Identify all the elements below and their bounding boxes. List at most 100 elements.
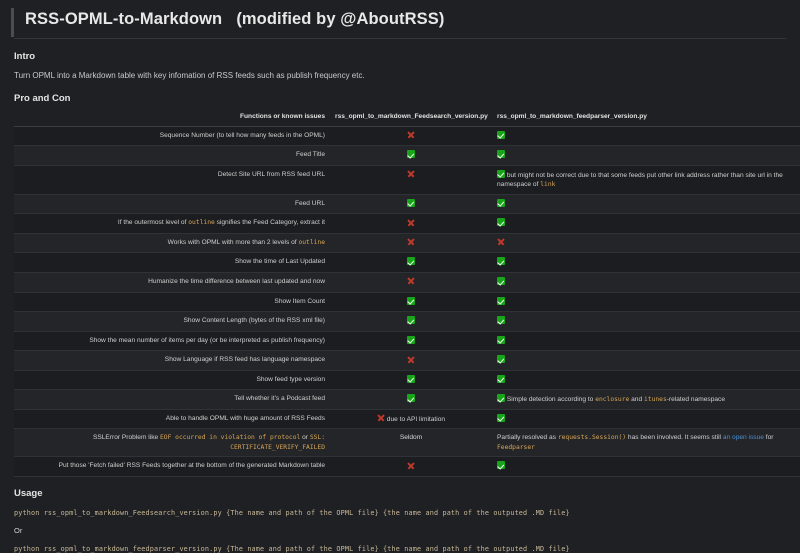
cell-feedparser [491,409,800,430]
table-row: Put those 'Fetch failed' RSS Feeds toget… [14,456,800,478]
cross-icon [377,414,385,422]
cell-note: due to API limitation [386,415,446,423]
check-icon [497,355,505,364]
cell-feature: Able to handle OPML with huge amount of … [14,409,329,430]
check-icon [497,257,505,266]
check-icon [407,316,415,325]
open-issue-link[interactable]: an open issue [722,434,764,442]
check-icon [497,394,505,403]
table-row: Show the time of Last Updated [14,252,800,273]
check-icon [407,150,415,159]
cell-feature: SSLError Problem like EOF occurred in vi… [14,428,329,458]
cell-feedsearch [329,194,491,215]
check-icon [497,296,505,305]
table-head: Functions or known issues rss_opml_to_ma… [14,111,800,127]
readme-page: RSS-OPML-to-Markdown (modified by @About… [0,0,800,484]
cell-feature: If the outermost level of outline signif… [14,213,329,234]
table-row: Sequence Number (to tell how many feeds … [14,126,800,147]
cell-feedparser [491,233,800,254]
cell-feedparser [491,331,800,352]
page-title-modifier: (modified by @AboutRSS) [236,10,445,28]
usage-command-feedsearch: python rss_opml_to_markdown_Feedsearch_v… [14,509,570,518]
cell-feature: Humanize the time difference between las… [14,272,329,293]
cell-feature: Tell whether it's a Podcast feed [14,389,329,410]
cell-feedparser: but might not be correct due to that som… [491,165,800,195]
inline-code: Feedparser [497,443,535,451]
cell-feature: Works with OPML with more than 2 levels … [14,233,329,254]
check-icon [497,316,505,325]
cell-feature: Feed Title [14,145,329,166]
check-icon [407,257,415,266]
cell-feedsearch [329,350,491,371]
table-row: Feed Title [14,145,800,166]
pro-and-con-heading: Pro and Con [14,93,71,105]
cross-icon [407,131,415,139]
cell-feedparser [491,350,800,371]
cell-feedsearch [329,389,491,410]
table-header-row: Functions or known issues rss_opml_to_ma… [14,111,800,127]
usage-separator: Or [14,526,23,536]
inline-code: SSL: CERTIFICATE_VERIFY_FAILED [230,434,325,451]
table-row: Show Language if RSS feed has language n… [14,350,800,371]
cell-feature: Feed URL [14,194,329,215]
cell-feedsearch [329,126,491,147]
page-title: RSS-OPML-to-Markdown (modified by @About… [11,8,786,37]
cell-feedsearch [329,311,491,332]
cross-icon [407,170,415,178]
cell-feature: Sequence Number (to tell how many feeds … [14,126,329,147]
inline-code: enclosure [595,396,630,404]
cell-feedparser [491,370,800,391]
table-row: If the outermost level of outline signif… [14,213,800,234]
cross-icon [407,238,415,246]
check-icon [497,198,505,207]
cell-feature: Show the time of Last Updated [14,252,329,273]
check-icon [497,461,505,470]
column-header-feedparser: rss_opml_to_markdown_feedparser_version.… [497,113,647,121]
cell-feedparser [491,145,800,166]
cell-feedparser: Partially resolved as requests.Session()… [491,428,800,458]
cell-feature: Show Item Count [14,292,329,313]
cell-feedsearch [329,456,491,478]
check-icon [497,335,505,344]
cell-feedsearch [329,272,491,293]
cell-text: Seldom [399,434,423,442]
cell-feedparser [491,213,800,234]
intro-paragraph: Turn OPML into a Markdown table with key… [14,71,365,80]
cell-feature: Show feed type version [14,370,329,391]
intro-heading: Intro [14,51,36,62]
check-icon [497,218,505,227]
table-row: Detect Site URL from RSS feed URL but mi… [14,165,800,195]
cell-feedsearch [329,370,491,391]
table-row: Show Content Length (bytes of the RSS xm… [14,311,800,332]
cell-feedsearch [329,213,491,234]
cell-feature: Detect Site URL from RSS feed URL [14,165,329,195]
table-body: Sequence Number (to tell how many feeds … [14,126,800,478]
check-icon [407,296,415,305]
check-icon [497,277,505,285]
cell-feedparser [491,126,800,147]
check-icon [407,198,415,207]
title-divider [14,38,786,39]
table-row: Works with OPML with more than 2 levels … [14,233,800,254]
cross-icon [407,461,415,469]
cell-feedsearch [329,145,491,166]
column-header-feedsearch: rss_opml_to_markdown_Feedsearch_version.… [335,113,488,121]
usage-heading: Usage [14,488,43,500]
cell-feedsearch [329,165,491,195]
cell-feature: Show Content Length (bytes of the RSS xm… [14,311,329,332]
table-row: Show the mean number of items per day (o… [14,331,800,352]
inline-code: outline [188,219,215,227]
check-icon [407,335,415,344]
cross-icon [407,277,415,285]
cell-feature: Show the mean number of items per day (o… [14,331,329,352]
cell-feedsearch [329,331,491,352]
cell-feedparser [491,252,800,273]
check-icon [407,394,415,403]
table-row: Able to handle OPML with huge amount of … [14,409,800,430]
cell-feature: Put those 'Fetch failed' RSS Feeds toget… [14,456,329,478]
table-row: Tell whether it's a Podcast feed Simple … [14,389,800,410]
cell-feedparser [491,456,800,478]
cross-icon [497,238,505,246]
check-icon [497,413,505,422]
feature-comparison-table: Functions or known issues rss_opml_to_ma… [14,111,800,478]
